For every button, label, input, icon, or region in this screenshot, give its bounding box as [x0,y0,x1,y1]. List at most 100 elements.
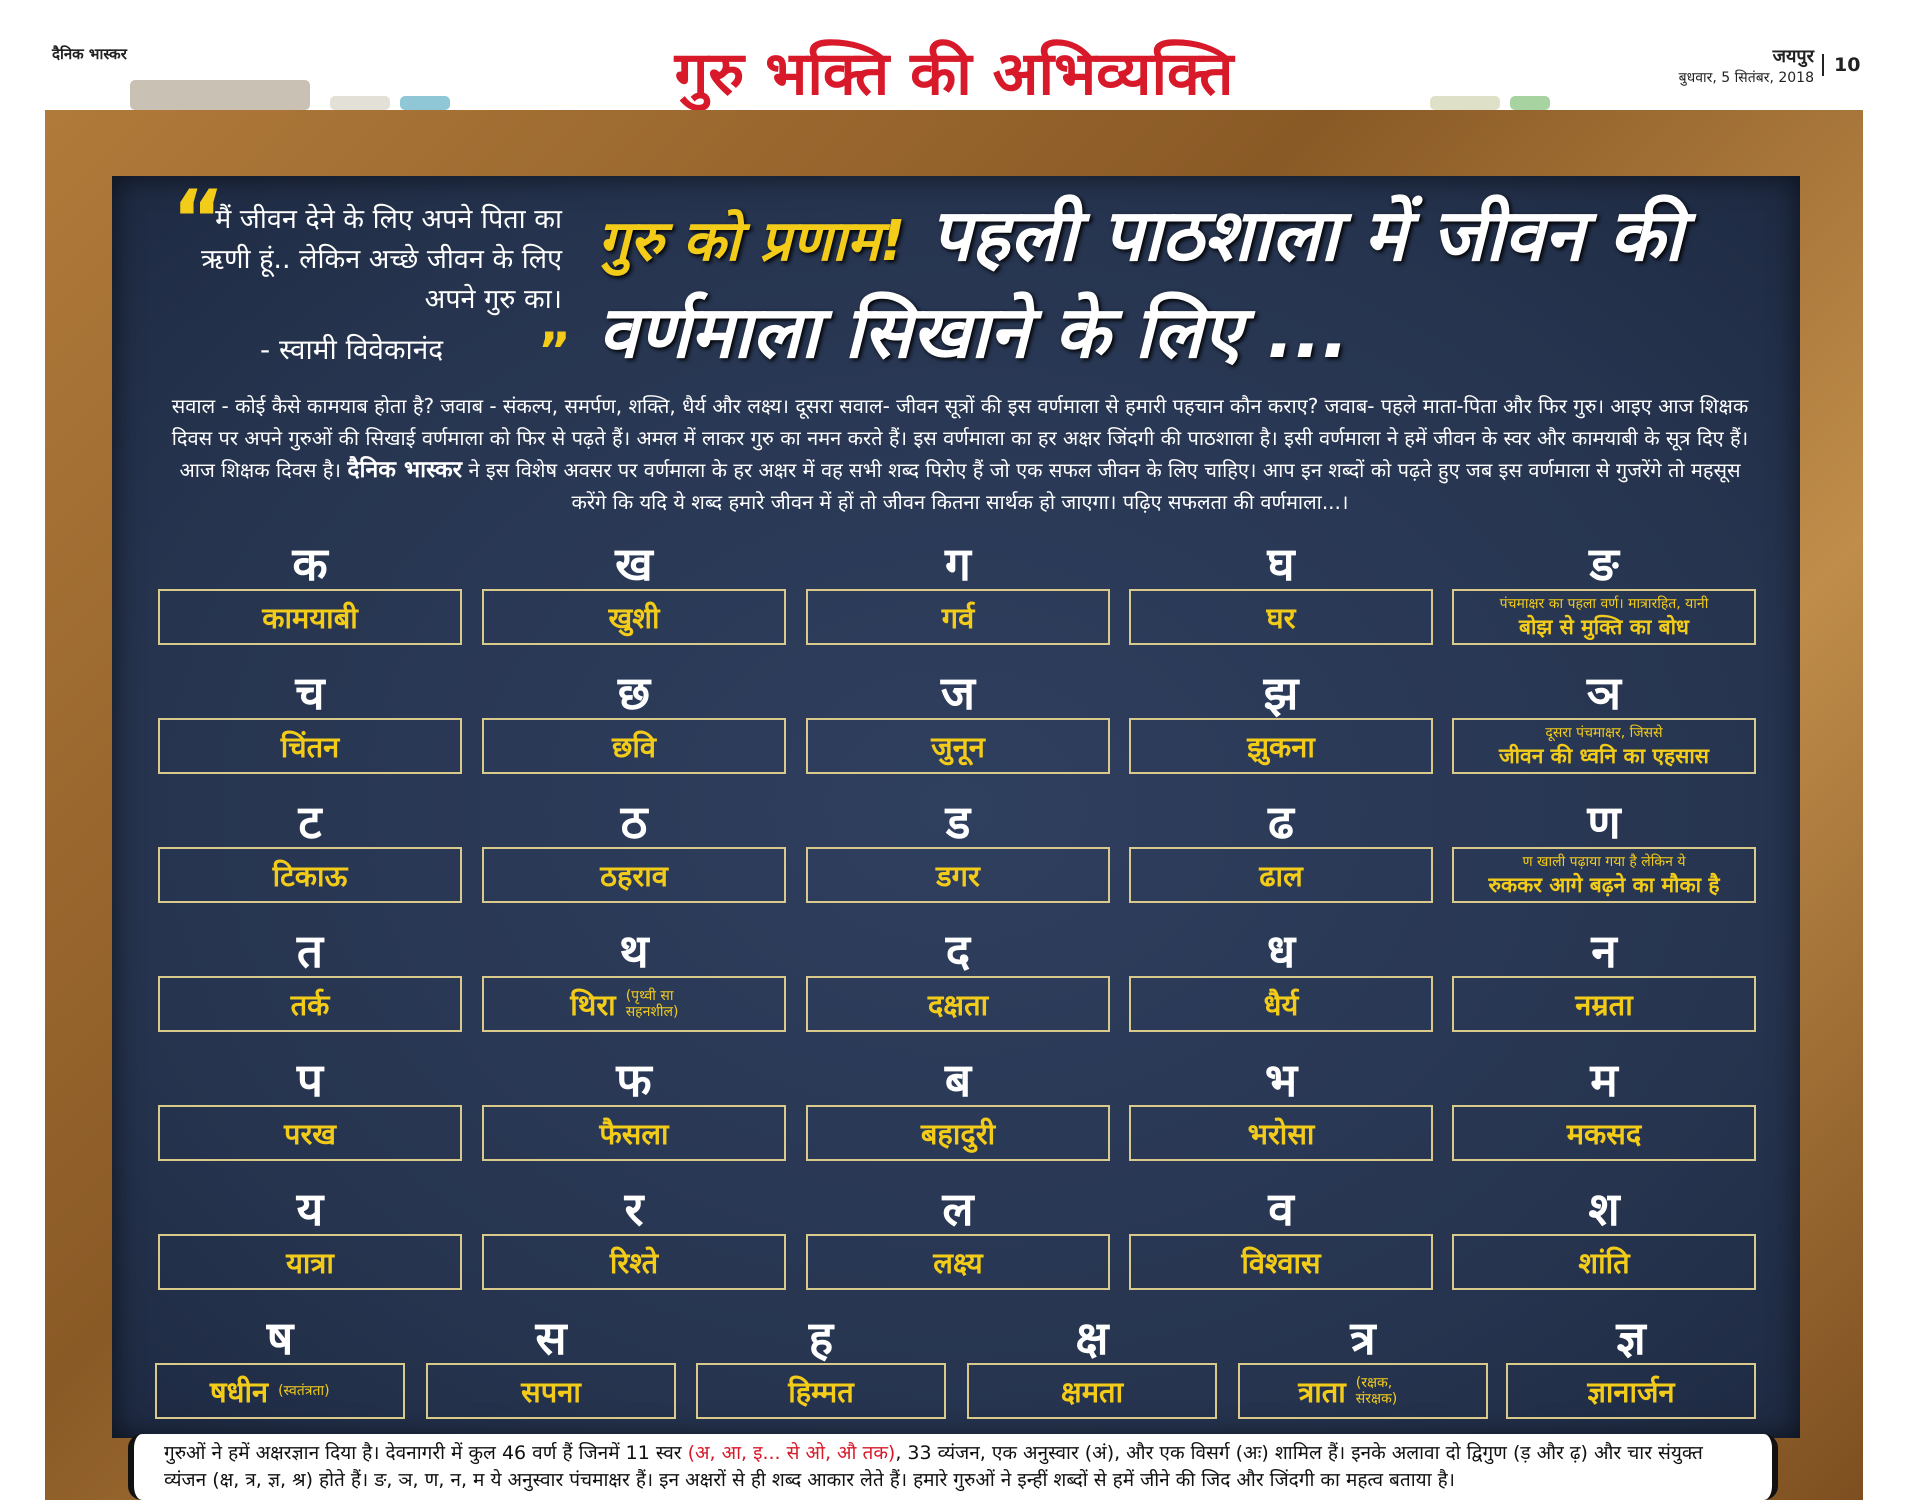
word: डगर [936,858,980,893]
letter: ट [298,795,322,849]
letter: र [624,1182,644,1236]
word-note: ण खाली पढ़ाया गया है लेकिन ये [1522,853,1686,870]
word-box: डगर [806,847,1110,903]
word-box: रिश्ते [482,1234,786,1290]
word-box: टिकाऊ [158,847,462,903]
word: थिरा [570,987,616,1022]
word-box: सपना [426,1363,676,1419]
word: क्षमता [1060,1374,1124,1409]
word-box: क्षमता [967,1363,1217,1419]
word-box: षधीन (स्वतंत्रता) [155,1363,405,1419]
word-box: गर्व [806,589,1110,645]
word: गर्व [941,600,975,635]
headline: गुरु को प्रणाम! पहली पाठशाला में जीवन की… [598,190,1778,377]
letter: म [1590,1053,1618,1107]
letter: ध [1266,924,1296,978]
letter: ठ [620,795,648,849]
word-note: दूसरा पंचमाक्षर, जिससे [1545,724,1663,741]
word-line: त्राता (रक्षक, संरक्षक) [1298,1372,1428,1411]
word-note: (रक्षक, संरक्षक) [1355,1375,1398,1407]
word: बहादुरी [920,1116,996,1151]
letter: ञ [1586,666,1622,720]
word-box: मकसद [1452,1105,1756,1161]
chalk [400,96,450,110]
word: चिंतन [280,729,340,764]
chalk [330,96,390,110]
letter: क्ष [1075,1311,1109,1365]
intro: सवाल - कोई कैसे कामयाब होता है? जवाब - स… [160,390,1760,518]
word-box: परख [158,1105,462,1161]
word: ज्ञानार्जन [1587,1374,1675,1409]
eraser [130,80,310,110]
word-note: (पृथ्वी सा सहनशील) [625,988,679,1020]
intro-brand: दैनिक भास्कर [347,457,463,483]
intro-text: सवाल - कोई कैसे कामयाब होता है? जवाब - स… [171,394,1749,482]
letter: न [1591,924,1617,978]
word-box: कामयाबी [158,589,462,645]
word-note: (स्वतंत्रता) [278,1383,330,1399]
word-box: ढाल [1129,847,1433,903]
letter: झ [1263,666,1299,720]
headline-highlight: गुरु को प्रणाम! [598,209,906,274]
letter: श [1588,1182,1620,1236]
intro-text: ने इस विशेष अवसर पर वर्णमाला के हर अक्षर… [468,458,1741,514]
word: त्राता [1298,1374,1346,1409]
letter: च [295,666,325,720]
letter: ढ [1268,795,1294,849]
word-box: छवि [482,718,786,774]
word-box: दक्षता [806,976,1110,1032]
word-line: थिरा (पृथ्वी सा सहनशील) [570,985,697,1024]
word: मकसद [1566,1116,1642,1151]
word: बोझ से मुक्ति का बोध [1519,614,1689,639]
letter: थ [619,924,649,978]
word-box: दूसरा पंचमाक्षर, जिससे जीवन की ध्वनि का ए… [1452,718,1756,774]
word: विश्वास [1241,1245,1321,1280]
letter: फ [616,1053,652,1107]
word: ढाल [1259,858,1303,893]
word-box: ण खाली पढ़ाया गया है लेकिन ये रुककर आगे ब… [1452,847,1756,903]
city: जयपुर [1772,46,1814,67]
word-box: तर्क [158,976,462,1032]
letter: ल [942,1182,974,1236]
word-box: घर [1129,589,1433,645]
word: यात्रा [286,1245,334,1280]
word-box: लक्ष्य [806,1234,1110,1290]
letter: य [296,1182,324,1236]
word-line: षधीन (स्वतंत्रता) [210,1372,350,1411]
word: शांति [1578,1245,1630,1280]
quote-author: - स्वामी विवेकानंद [260,333,444,366]
word: ठहराव [600,858,668,893]
word: जीवन की ध्वनि का एहसास [1499,743,1709,768]
letter: ष [266,1311,294,1365]
letter: ज्ञ [1616,1311,1646,1365]
date: बुधवार, 5 सितंबर, 2018 [1678,70,1814,86]
word-box: ज्ञानार्जन [1506,1363,1756,1419]
footer-note: गुरुओं ने हमें अक्षरज्ञान दिया है। देवना… [128,1434,1778,1500]
word: छवि [612,729,656,764]
word: फैसला [599,1116,669,1151]
word-box: धैर्य [1129,976,1433,1032]
letter: ब [944,1053,972,1107]
page-number: 10 [1822,54,1860,76]
chalk [1510,96,1550,110]
word-box: थिरा (पृथ्वी सा सहनशील) [482,976,786,1032]
letter: त [296,924,324,978]
word-box: फैसला [482,1105,786,1161]
word-box: जुनून [806,718,1110,774]
footer-highlight: (अ, आ, इ... से ओ, औ तक) [687,1442,896,1464]
word-box: त्राता (रक्षक, संरक्षक) [1238,1363,1488,1419]
word: कामयाबी [262,600,358,635]
letter: घ [1267,537,1295,591]
letter: त्र [1350,1311,1376,1365]
letter: ज [940,666,976,720]
letter: स [535,1311,567,1365]
word-box: शांति [1452,1234,1756,1290]
word-note: पंचमाक्षर का पहला वर्ण। मात्रारहित, यानी [1499,595,1709,612]
headline-text: पहली पाठशाला में जीवन की वर्णमाला सिखाने… [598,193,1683,374]
word-box: ठहराव [482,847,786,903]
word-box: विश्वास [1129,1234,1433,1290]
word-box: भरोसा [1129,1105,1433,1161]
chalk [1430,96,1500,110]
word-box: चिंतन [158,718,462,774]
